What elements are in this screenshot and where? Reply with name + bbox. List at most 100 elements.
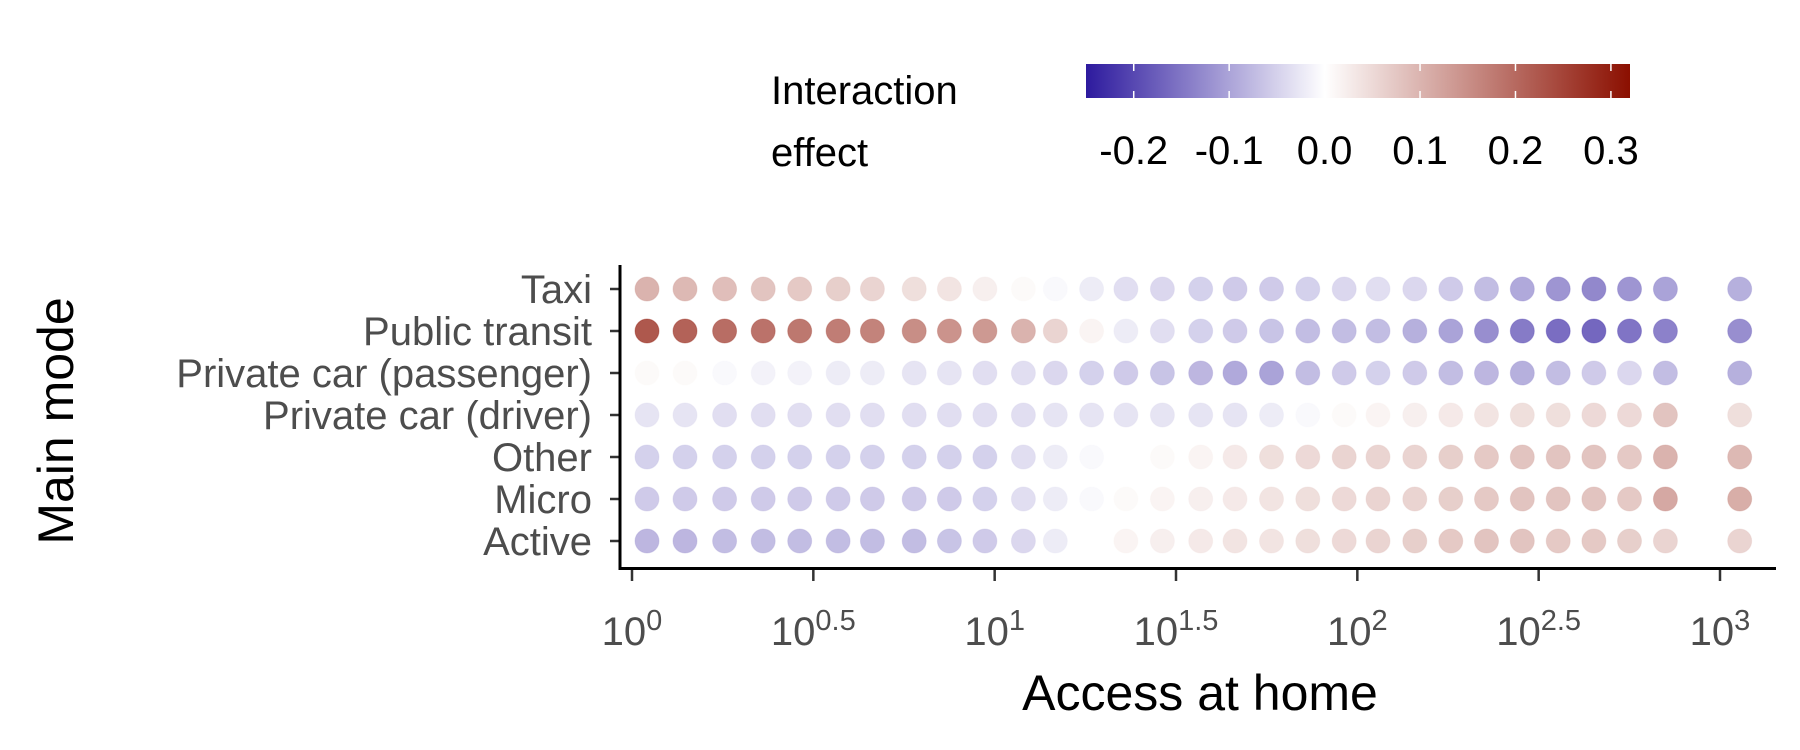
data-point: [936, 360, 962, 386]
data-point: [1474, 276, 1499, 302]
data-point: [825, 486, 851, 512]
data-point: [1617, 444, 1642, 470]
x-tick-label: 101.5: [1134, 605, 1219, 654]
data-point: [1617, 486, 1642, 512]
data-point: [859, 486, 885, 512]
data-point: [1617, 528, 1642, 554]
data-point: [825, 318, 851, 344]
legend-title-line-2: effect: [771, 131, 868, 175]
data-point: [1545, 528, 1571, 554]
data-point: [1331, 486, 1357, 512]
data-point: [972, 402, 998, 428]
data-point: [1188, 528, 1214, 554]
data-point: [1042, 276, 1068, 302]
data-point: [1149, 528, 1175, 554]
y-axis-title: Main mode: [28, 297, 84, 544]
data-point: [901, 276, 927, 302]
data-point: [1438, 402, 1464, 428]
data-point: [672, 528, 698, 554]
data-point: [1474, 318, 1499, 344]
data-point: [901, 402, 927, 428]
data-point: [1331, 318, 1357, 344]
data-point: [750, 276, 776, 302]
data-point: [901, 360, 927, 386]
data-point: [1545, 486, 1571, 512]
data-point: [859, 402, 885, 428]
data-point: [1365, 444, 1391, 470]
data-point: [1188, 360, 1214, 386]
x-tick-label: 102.5: [1496, 605, 1581, 654]
data-point: [859, 276, 885, 302]
colorbar-tick-labels: -0.2 -0.1 0.0 0.1 0.2 0.3: [1099, 129, 1638, 173]
data-point: [787, 444, 813, 470]
data-point: [672, 486, 698, 512]
data-point: [672, 402, 698, 428]
y-tick-label: Other: [492, 436, 592, 480]
data-point: [1113, 318, 1139, 344]
data-point: [1079, 402, 1105, 428]
data-point: [1331, 276, 1357, 302]
data-point: [1727, 360, 1753, 386]
data-point: [1474, 486, 1499, 512]
data-point: [1149, 360, 1175, 386]
data-point: [1010, 318, 1036, 344]
data-point: [634, 486, 660, 512]
data-point: [1149, 486, 1175, 512]
data-point: [1259, 444, 1284, 470]
data-point: [634, 360, 660, 386]
data-point: [1727, 528, 1753, 554]
data-point: [1042, 318, 1068, 344]
data-point: [1365, 486, 1391, 512]
data-point: [1545, 276, 1571, 302]
data-point: [712, 402, 738, 428]
y-tick-label: Private car (passenger): [176, 352, 592, 396]
data-point: [1259, 276, 1284, 302]
data-point: [1581, 444, 1607, 470]
data-point: [1010, 276, 1036, 302]
data-point: [712, 276, 738, 302]
data-point: [712, 486, 738, 512]
data-point: [1010, 360, 1036, 386]
data-point: [1259, 402, 1284, 428]
data-point: [1188, 402, 1214, 428]
data-point: [1402, 276, 1428, 302]
data-point: [634, 402, 660, 428]
x-axis-title: Access at home: [1022, 665, 1378, 721]
data-point: [1079, 444, 1105, 470]
y-ticks: [610, 287, 620, 543]
y-tick-label: Active: [483, 520, 592, 564]
data-point: [1509, 318, 1535, 344]
data-point: [1188, 318, 1214, 344]
data-point: [1402, 444, 1428, 470]
data-point: [787, 528, 813, 554]
colorbar-tick-label: -0.2: [1099, 129, 1168, 173]
data-point: [972, 486, 998, 512]
data-point: [972, 444, 998, 470]
data-point: [750, 318, 776, 344]
data-point: [1222, 528, 1248, 554]
data-point: [1295, 486, 1321, 512]
legend-title-line-1: Interaction: [771, 69, 958, 113]
data-point: [1149, 444, 1175, 470]
data-point: [1438, 360, 1464, 386]
data-point: [1331, 402, 1357, 428]
data-point: [1079, 528, 1105, 554]
data-point: [1042, 528, 1068, 554]
data-point: [936, 444, 962, 470]
data-point: [1509, 360, 1535, 386]
data-point: [1113, 360, 1139, 386]
data-point: [859, 318, 885, 344]
data-point: [1617, 276, 1642, 302]
data-point: [1295, 360, 1321, 386]
data-point: [972, 528, 998, 554]
data-point: [1581, 486, 1607, 512]
data-point: [712, 360, 738, 386]
data-point: [1149, 318, 1175, 344]
data-point: [1402, 360, 1428, 386]
colorbar-ticks: [1132, 64, 1612, 98]
data-point: [1149, 402, 1175, 428]
data-point: [1331, 360, 1357, 386]
data-point: [634, 528, 660, 554]
data-point: [1042, 402, 1068, 428]
data-point: [1438, 276, 1464, 302]
